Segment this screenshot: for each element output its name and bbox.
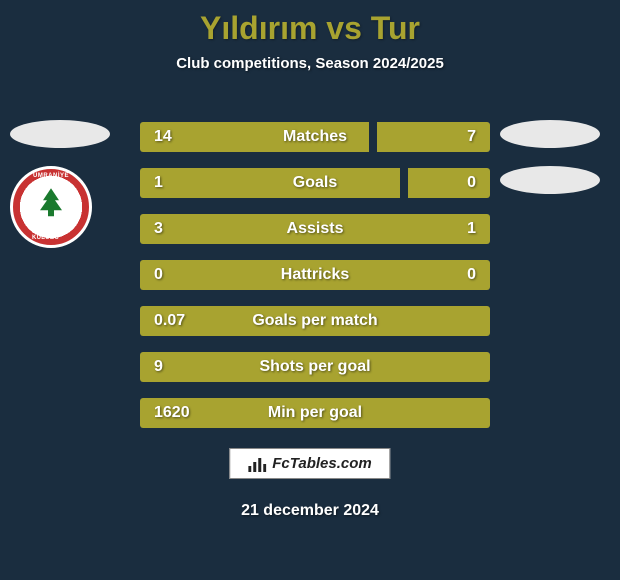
left-team-logos: ÜMRANİYE SPOR KULÜBÜ xyxy=(10,120,110,248)
stat-label: Goals xyxy=(293,174,337,192)
badge-bottom-text: SPOR KULÜBÜ xyxy=(32,229,70,241)
subtitle: Club competitions, Season 2024/2025 xyxy=(0,55,620,72)
stat-label: Assists xyxy=(287,220,344,238)
stat-row: 9 Shots per goal xyxy=(140,352,490,382)
stat-label: Matches xyxy=(283,128,347,146)
stat-value-left: 9 xyxy=(140,358,163,376)
team-placeholder-ellipse xyxy=(500,166,600,194)
team-placeholder-ellipse xyxy=(10,120,110,148)
fctables-watermark: FcTables.com xyxy=(229,448,390,479)
stat-value-left: 14 xyxy=(154,128,172,146)
stat-value-right: 0 xyxy=(467,266,490,284)
stat-value-left: 1 xyxy=(154,174,163,192)
stat-row: 3 1 Assists xyxy=(140,214,490,244)
right-team-logos xyxy=(500,120,600,212)
stat-row: 0 0 Hattricks xyxy=(140,260,490,290)
stat-bar-right: 7 xyxy=(377,122,490,152)
date-text: 21 december 2024 xyxy=(241,502,379,520)
stat-value-left: 0.07 xyxy=(140,312,185,330)
stats-comparison: 14 7 Matches 1 0 Goals 3 1 Assists 0 0 Hattricks 0.0… xyxy=(140,122,490,444)
stat-label: Shots per goal xyxy=(259,358,370,376)
stat-value-left: 0 xyxy=(140,266,163,284)
stat-row: 1 0 Goals xyxy=(140,168,490,198)
stat-value-left: 3 xyxy=(140,220,163,238)
stat-value-right: 0 xyxy=(467,174,476,192)
stat-row: 1620 Min per goal xyxy=(140,398,490,428)
fctables-label: FcTables.com xyxy=(272,455,371,472)
stat-row: 14 7 Matches xyxy=(140,122,490,152)
tree-icon xyxy=(37,188,65,222)
stat-bar-left: 1 xyxy=(140,168,400,198)
stat-value-left: 1620 xyxy=(140,404,190,422)
stat-label: Min per goal xyxy=(268,404,362,422)
fctables-icon xyxy=(248,456,266,472)
team-placeholder-ellipse xyxy=(500,120,600,148)
stat-bar-right: 0 xyxy=(408,168,490,198)
badge-top-text: ÜMRANİYE xyxy=(33,173,69,179)
umraniye-badge: ÜMRANİYE SPOR KULÜBÜ xyxy=(10,166,92,248)
stat-row: 0.07 Goals per match xyxy=(140,306,490,336)
stat-label: Goals per match xyxy=(252,312,377,330)
stat-value-right: 1 xyxy=(467,220,490,238)
stat-value-right: 7 xyxy=(467,128,476,146)
page-title: Yıldırım vs Tur xyxy=(0,0,620,47)
stat-label: Hattricks xyxy=(281,266,349,284)
